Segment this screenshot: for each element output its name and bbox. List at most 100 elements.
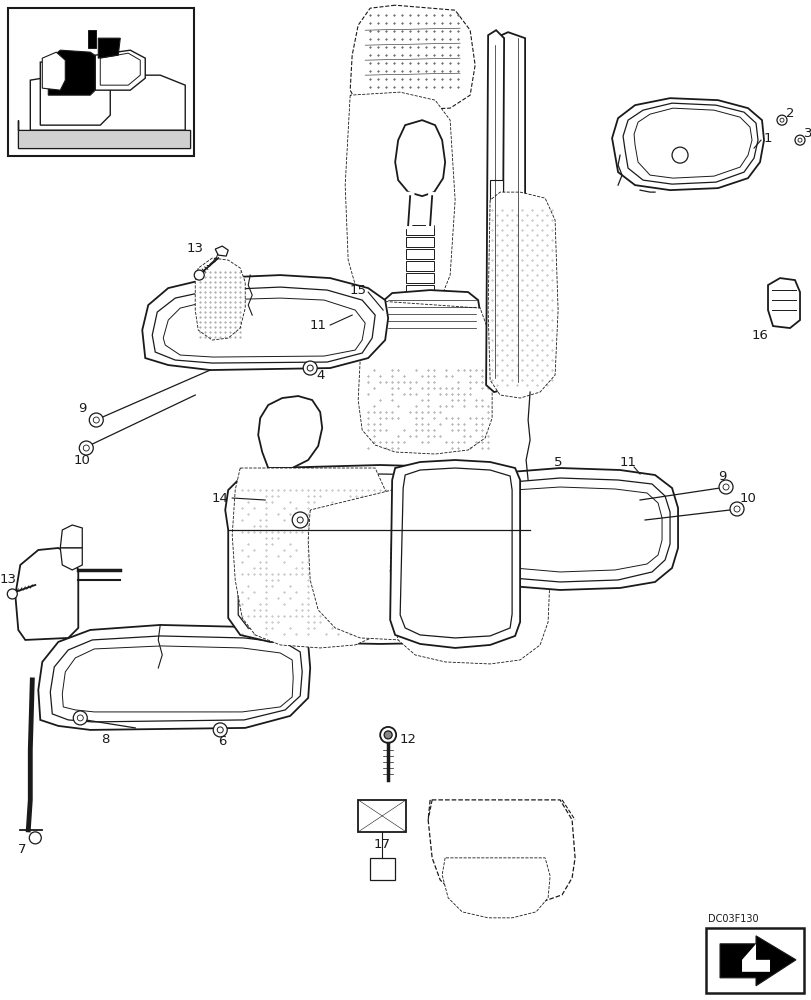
Polygon shape [388, 338, 478, 372]
Circle shape [384, 731, 392, 739]
Polygon shape [270, 550, 314, 558]
Polygon shape [490, 32, 525, 388]
Circle shape [729, 502, 743, 516]
Polygon shape [382, 290, 479, 342]
Polygon shape [406, 285, 434, 295]
Polygon shape [400, 468, 512, 638]
Polygon shape [484, 487, 661, 572]
Polygon shape [270, 570, 314, 578]
Circle shape [380, 727, 396, 743]
Text: 3: 3 [803, 127, 811, 140]
Polygon shape [490, 260, 503, 330]
Polygon shape [60, 525, 82, 548]
Polygon shape [60, 548, 82, 570]
Text: 7: 7 [18, 843, 27, 856]
Polygon shape [19, 120, 190, 148]
Circle shape [719, 480, 732, 494]
Text: 4: 4 [315, 369, 324, 382]
Polygon shape [406, 309, 434, 319]
Polygon shape [406, 237, 434, 247]
Polygon shape [195, 258, 245, 340]
Polygon shape [308, 488, 460, 640]
Circle shape [722, 484, 728, 490]
Text: 8: 8 [101, 733, 109, 746]
Bar [358, 800, 406, 832]
Circle shape [297, 517, 303, 523]
Circle shape [303, 361, 317, 375]
Polygon shape [389, 484, 549, 664]
Polygon shape [232, 468, 392, 648]
Polygon shape [741, 944, 769, 978]
Polygon shape [152, 287, 375, 363]
Polygon shape [225, 465, 530, 644]
Polygon shape [611, 98, 763, 190]
Circle shape [194, 270, 204, 280]
Polygon shape [62, 646, 293, 712]
Text: 6: 6 [218, 735, 226, 748]
Polygon shape [270, 520, 314, 528]
Circle shape [776, 115, 786, 125]
Circle shape [73, 711, 87, 725]
Polygon shape [474, 478, 669, 582]
Polygon shape [142, 275, 388, 370]
Text: 13: 13 [0, 573, 17, 586]
Polygon shape [48, 50, 105, 95]
Polygon shape [350, 5, 474, 110]
Circle shape [733, 506, 739, 512]
Bar [8, 8, 194, 156]
Polygon shape [490, 180, 503, 250]
Text: 13: 13 [187, 242, 204, 255]
Polygon shape [270, 530, 314, 538]
Circle shape [77, 715, 84, 721]
Polygon shape [622, 103, 757, 184]
Text: 10: 10 [739, 492, 756, 505]
Circle shape [307, 365, 313, 371]
Polygon shape [406, 225, 434, 235]
Polygon shape [163, 298, 365, 357]
Text: 12: 12 [399, 733, 416, 746]
Polygon shape [264, 572, 315, 626]
Circle shape [292, 512, 308, 528]
Text: 9: 9 [78, 402, 86, 415]
Polygon shape [258, 396, 322, 468]
Polygon shape [487, 192, 557, 398]
Polygon shape [95, 50, 145, 90]
Text: 9: 9 [717, 470, 725, 483]
Polygon shape [633, 108, 751, 178]
Polygon shape [370, 858, 395, 880]
Text: DC03F130: DC03F130 [707, 914, 757, 924]
Circle shape [672, 147, 687, 163]
Text: 11: 11 [619, 456, 636, 469]
Circle shape [794, 135, 804, 145]
Text: 15: 15 [350, 284, 367, 297]
Polygon shape [767, 278, 799, 328]
Text: 1: 1 [763, 132, 771, 145]
Text: 17: 17 [373, 838, 390, 851]
Text: 5: 5 [553, 456, 562, 469]
Polygon shape [19, 130, 190, 148]
Circle shape [79, 441, 93, 455]
Text: 14: 14 [212, 492, 229, 505]
Polygon shape [268, 468, 315, 525]
Polygon shape [100, 53, 140, 85]
Polygon shape [427, 800, 574, 904]
Polygon shape [30, 75, 185, 130]
Text: 16: 16 [751, 329, 767, 342]
Polygon shape [50, 636, 302, 722]
Polygon shape [406, 261, 434, 271]
Circle shape [29, 832, 41, 844]
Polygon shape [270, 560, 314, 568]
Circle shape [89, 413, 103, 427]
Circle shape [7, 589, 17, 599]
Text: 10: 10 [74, 454, 91, 467]
Polygon shape [98, 38, 120, 58]
Polygon shape [461, 468, 677, 590]
Polygon shape [215, 246, 228, 256]
Circle shape [84, 445, 89, 451]
Polygon shape [270, 510, 314, 518]
Circle shape [93, 417, 99, 423]
Polygon shape [270, 540, 314, 548]
Polygon shape [41, 58, 110, 125]
Polygon shape [719, 936, 795, 986]
Polygon shape [442, 858, 549, 918]
